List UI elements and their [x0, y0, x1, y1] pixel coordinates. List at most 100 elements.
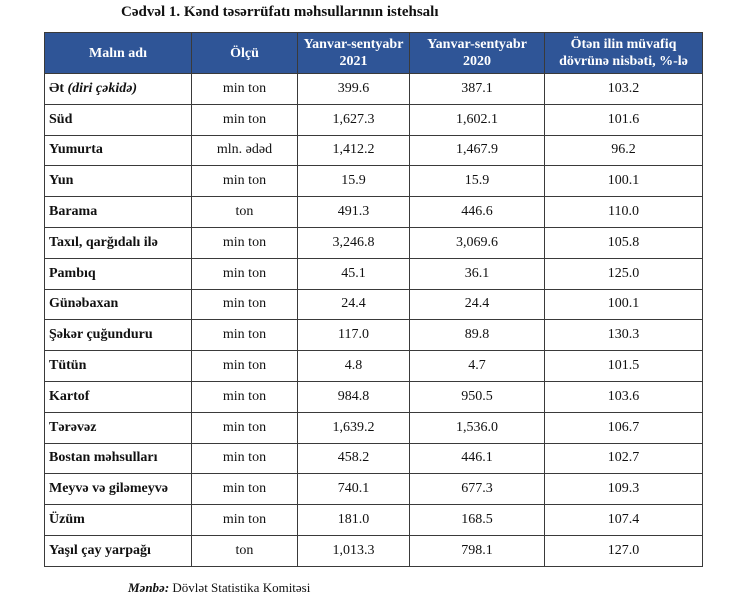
unit-cell: min ton: [191, 473, 298, 506]
value-2020-cell: 4.7: [409, 350, 545, 382]
header-2021: Yanvar-sentyabr 2021: [297, 32, 410, 74]
product-name-note: (diri çəkidə): [67, 80, 138, 96]
unit-cell: ton: [191, 196, 298, 228]
ratio-cell: 127.0: [544, 534, 703, 567]
value-2021-cell: 15.9: [297, 165, 410, 198]
table-body: Ət (diri çəkidə) min ton 399.6 387.1 103.2 Sü…: [44, 73, 703, 567]
unit-cell: mln. ədəd: [191, 134, 298, 167]
ratio-cell: 106.7: [544, 411, 703, 444]
ratio-cell: 102.7: [544, 442, 703, 475]
unit-cell: min ton: [191, 103, 298, 136]
product-name-cell: Günəbaxan: [44, 288, 192, 321]
unit-cell: min ton: [191, 504, 298, 536]
ratio-cell: 103.2: [544, 73, 703, 105]
ratio-cell: 96.2: [544, 134, 703, 167]
value-2020-cell: 89.8: [409, 319, 545, 352]
product-name-cell: Yumurta: [44, 134, 192, 167]
value-2020-cell: 3,069.6: [409, 226, 545, 259]
unit-cell: min ton: [191, 411, 298, 444]
unit-cell: min ton: [191, 442, 298, 475]
table-row: Günəbaxan min ton 24.4 24.4 100.1: [44, 288, 703, 321]
product-name-cell: Taxıl, qarğıdalı ilə: [44, 226, 192, 259]
value-2021-cell: 491.3: [297, 196, 410, 228]
table-row: Süd min ton 1,627.3 1,602.1 101.6: [44, 103, 703, 136]
value-2020-cell: 24.4: [409, 288, 545, 321]
source-note: Mənbə: Dövlət Statistika Komitəsi: [128, 580, 310, 596]
table-row: Yun min ton 15.9 15.9 100.1: [44, 165, 703, 198]
product-name-cell: Yun: [44, 165, 192, 198]
product-name-cell: Pambıq: [44, 257, 192, 290]
value-2020-cell: 168.5: [409, 504, 545, 536]
value-2020-cell: 15.9: [409, 165, 545, 198]
value-2020-cell: 446.1: [409, 442, 545, 475]
unit-cell: min ton: [191, 319, 298, 352]
value-2020-cell: 950.5: [409, 380, 545, 413]
ratio-cell: 110.0: [544, 196, 703, 228]
table-row: Bostan məhsulları min ton 458.2 446.1 102.7: [44, 442, 703, 475]
value-2020-cell: 677.3: [409, 473, 545, 506]
value-2021-cell: 181.0: [297, 504, 410, 536]
table-row: Taxıl, qarğıdalı ilə min ton 3,246.8 3,069.…: [44, 226, 703, 259]
header-2020: Yanvar-sentyabr 2020: [409, 32, 545, 74]
table-row: Yaşıl çay yarpağı ton 1,013.3 798.1 127.0: [44, 534, 703, 567]
unit-cell: min ton: [191, 288, 298, 321]
table-title: Cədvəl 1. Kənd təsərrüfatı məhsullarının…: [121, 4, 439, 20]
value-2021-cell: 1,412.2: [297, 134, 410, 167]
value-2020-cell: 1,602.1: [409, 103, 545, 136]
product-name-cell: Tütün: [44, 350, 192, 382]
value-2021-cell: 3,246.8: [297, 226, 410, 259]
header-ratio: Ötən ilin müvafiq dövrünə nisbəti, %-lə: [544, 32, 703, 74]
unit-cell: min ton: [191, 380, 298, 413]
value-2021-cell: 45.1: [297, 257, 410, 290]
ratio-cell: 130.3: [544, 319, 703, 352]
value-2020-cell: 446.6: [409, 196, 545, 228]
unit-cell: min ton: [191, 257, 298, 290]
value-2020-cell: 1,536.0: [409, 411, 545, 444]
value-2020-cell: 387.1: [409, 73, 545, 105]
ratio-cell: 100.1: [544, 288, 703, 321]
production-table: Malın adı Ölçü Yanvar-sentyabr 2021 Yanva…: [44, 32, 703, 567]
ratio-cell: 103.6: [544, 380, 703, 413]
table-row: Meyvə və giləmeyvə min ton 740.1 677.3 109.3: [44, 473, 703, 506]
product-name-cell: Kartof: [44, 380, 192, 413]
table-row: Ət (diri çəkidə) min ton 399.6 387.1 103.2: [44, 73, 703, 105]
header-row: Malın adı Ölçü Yanvar-sentyabr 2021 Yanva…: [44, 32, 703, 74]
product-name-cell: Tərəvəz: [44, 411, 192, 444]
source-text: Dövlət Statistika Komitəsi: [172, 580, 311, 595]
table-row: Pambıq min ton 45.1 36.1 125.0: [44, 257, 703, 290]
value-2021-cell: 984.8: [297, 380, 410, 413]
ratio-cell: 101.5: [544, 350, 703, 382]
value-2021-cell: 117.0: [297, 319, 410, 352]
value-2020-cell: 36.1: [409, 257, 545, 290]
unit-cell: ton: [191, 534, 298, 567]
table-row: Tütün min ton 4.8 4.7 101.5: [44, 350, 703, 382]
ratio-cell: 101.6: [544, 103, 703, 136]
ratio-cell: 105.8: [544, 226, 703, 259]
table-row: Yumurta mln. ədəd 1,412.2 1,467.9 96.2: [44, 134, 703, 167]
product-name-cell: Yaşıl çay yarpağı: [44, 534, 192, 567]
header-unit: Ölçü: [191, 32, 298, 74]
product-name-cell: Şəkər çuğunduru: [44, 319, 192, 352]
unit-cell: min ton: [191, 226, 298, 259]
ratio-cell: 125.0: [544, 257, 703, 290]
product-name-cell: Meyvə və giləmeyvə: [44, 473, 192, 506]
product-name-cell: Bostan məhsulları: [44, 442, 192, 475]
unit-cell: min ton: [191, 350, 298, 382]
ratio-cell: 107.4: [544, 504, 703, 536]
product-name-cell: Üzüm: [44, 504, 192, 536]
table-row: Üzüm min ton 181.0 168.5 107.4: [44, 504, 703, 536]
table-row: Tərəvəz min ton 1,639.2 1,536.0 106.7: [44, 411, 703, 444]
unit-cell: min ton: [191, 165, 298, 198]
ratio-cell: 109.3: [544, 473, 703, 506]
value-2021-cell: 1,627.3: [297, 103, 410, 136]
product-name-cell: Ət (diri çəkidə): [44, 73, 192, 105]
value-2021-cell: 1,639.2: [297, 411, 410, 444]
value-2021-cell: 1,013.3: [297, 534, 410, 567]
table-row: Kartof min ton 984.8 950.5 103.6: [44, 380, 703, 413]
value-2021-cell: 399.6: [297, 73, 410, 105]
value-2021-cell: 4.8: [297, 350, 410, 382]
unit-cell: min ton: [191, 73, 298, 105]
table-row: Barama ton 491.3 446.6 110.0: [44, 196, 703, 228]
value-2020-cell: 798.1: [409, 534, 545, 567]
table-row: Şəkər çuğunduru min ton 117.0 89.8 130.3: [44, 319, 703, 352]
